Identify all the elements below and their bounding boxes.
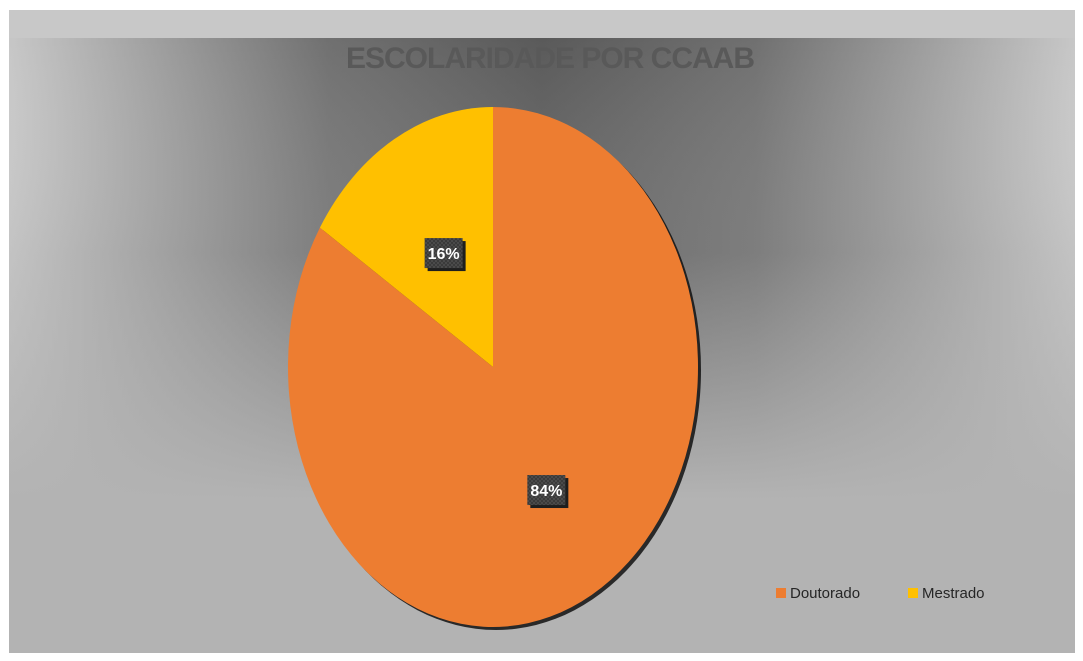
legend: Doutorado Mestrado [776,585,985,602]
legend-swatch-doutorado [776,588,786,598]
data-label-mestrado: 16% [424,238,466,272]
pie-slices [287,107,701,630]
data-label-box [527,475,566,506]
legend-label-mestrado: Mestrado [922,585,985,602]
pie-slice-doutorado [287,107,698,627]
data-label-box [424,238,463,269]
legend-swatch-mestrado [908,588,918,598]
data-label-value: 84% [530,483,562,500]
data-label-value: 16% [428,246,460,263]
data-label-doutorado: 84% [527,475,569,509]
pie-slice-mestrado [319,107,493,367]
chart-area: ESCOLARIDADE POR CCAAB 84% 16% Doutorado … [9,10,1075,653]
data-labels: 84% 16% [424,238,569,509]
legend-label-doutorado: Doutorado [790,585,860,602]
background-top-band [9,10,1075,38]
chart-title: ESCOLARIDADE POR CCAAB [346,42,754,75]
pie-chart: ESCOLARIDADE POR CCAAB 84% 16% Doutorado … [9,10,1075,653]
